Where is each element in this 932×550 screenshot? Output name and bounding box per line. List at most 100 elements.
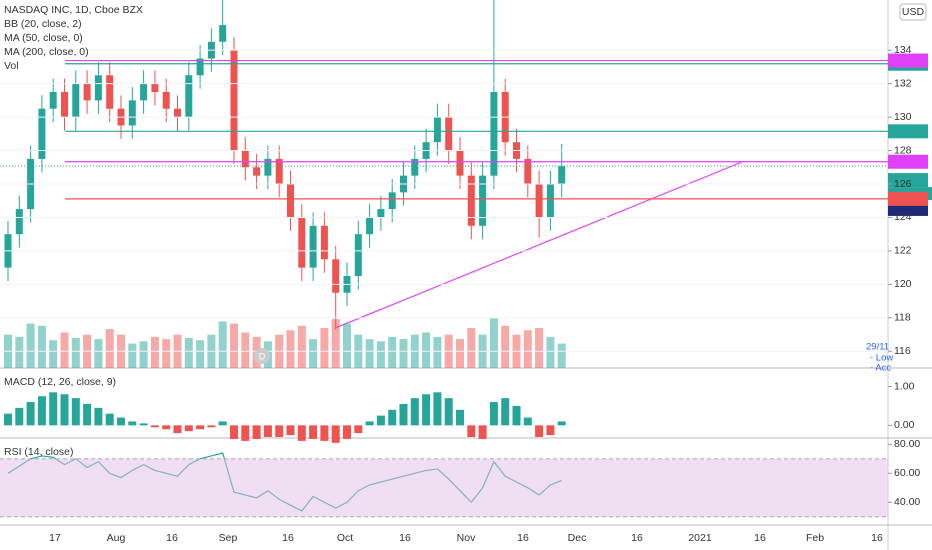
side-note: - Low [870,353,893,364]
y-tick-label: 116 [894,345,911,357]
macd-bar [150,425,159,428]
volume-bar [230,323,238,368]
y-tick-label: 0.00 [894,419,915,431]
x-tick-label: 16 [754,532,766,544]
macd-bar [218,421,227,426]
macd-bar [557,421,566,426]
currency-button[interactable] [899,3,927,21]
volume-bar [546,336,555,368]
volume-bar [94,339,103,368]
dividend-marker[interactable] [254,348,270,364]
x-tick-label: 16 [871,532,883,544]
macd-bar [523,417,532,426]
macd-bar [286,425,295,436]
volume-bar [343,323,351,368]
indicator-label: MA (200, close, 0) [4,46,89,58]
dividend-marker-label[interactable]: D [259,351,266,361]
macd-bar [444,398,453,426]
volume-bar [15,336,24,368]
macd-bar [376,415,385,426]
y-tick-label: 130 [894,111,912,123]
volume-bar [37,325,46,368]
x-tick-label: 16 [517,532,529,544]
macd-bar [433,392,442,426]
x-tick-label: 16 [631,532,643,544]
y-tick-label: 124 [894,211,912,223]
volume-bar [162,339,171,368]
y-tick-label: 122 [894,245,912,257]
macd-bar [230,425,238,439]
y-tick-label: 120 [894,278,912,290]
macd-bar [94,407,103,426]
x-tick-label: 2021 [688,532,712,544]
macd-title: MACD (12, 26, close, 9) [4,376,116,388]
volume-bar [218,321,227,368]
currency[interactable]: USD [902,6,925,18]
macd-bar [49,392,58,426]
macd-bar [467,425,476,437]
macd-bar [105,413,114,426]
macd-bar [354,425,363,434]
level-tag-box [888,191,928,206]
volume-bar [150,336,159,368]
macd-bar [512,405,521,426]
macd-bar [173,425,182,434]
macd-bar [37,396,46,426]
volume-bar [433,336,442,368]
y-tick-label: 1.00 [894,380,915,392]
volume-bar [184,338,193,368]
level-tag-box [888,53,928,68]
indicator-label: Vol [4,60,19,72]
macd-bar [196,425,205,430]
volume-bar [523,330,532,368]
indicator-label: BB (20, close, 2) [4,18,82,30]
volume-bar [535,328,544,368]
volume-bar [489,318,498,368]
macd-bar [535,425,544,437]
volume-bar [399,339,408,368]
x-tick-label: 16 [166,532,178,544]
macd-bar [489,402,498,426]
volume-bar [26,323,35,368]
macd-bar [207,425,216,428]
volume-bar [297,325,306,368]
macd-bar [478,425,487,439]
volume-bar [128,343,137,368]
macd-bar [117,417,125,426]
volume-bar [365,339,374,368]
level-tag-box [888,124,928,139]
x-tick-label: Dec [568,532,587,544]
y-tick-label: 118 [894,312,911,324]
volume-bar [105,329,114,368]
macd-bar [501,398,510,426]
side-note: - Acc [870,363,891,374]
rsi-band [0,458,888,517]
y-tick-label: 134 [894,44,912,56]
macd-bar [241,425,250,441]
volume-bar [376,341,385,368]
volume-bar [501,325,510,368]
x-tick-label: Feb [806,532,824,544]
y-tick-label: 40.00 [894,496,920,508]
macd-bar [71,398,80,426]
macd-bar [331,425,340,443]
level-tag-box [888,154,928,169]
x-tick-label: 16 [282,532,294,544]
macd-bar [456,409,464,426]
macd-bar [26,402,35,426]
x-tick-label: Oct [337,532,353,544]
macd-bar [275,425,284,437]
volume-bar [557,343,566,368]
macd-bar [60,394,69,426]
y-tick-label: 132 [894,77,912,89]
indicator-label: MA (50, close, 0) [4,32,83,44]
side-note: 29/11 [866,342,889,353]
macd-bar [343,425,351,439]
x-tick-label: Sep [219,532,238,544]
trend-line [335,161,743,329]
volume-bar [60,332,69,368]
volume-bar [286,330,295,368]
macd-bar [184,425,193,432]
macd-bar [252,425,261,439]
